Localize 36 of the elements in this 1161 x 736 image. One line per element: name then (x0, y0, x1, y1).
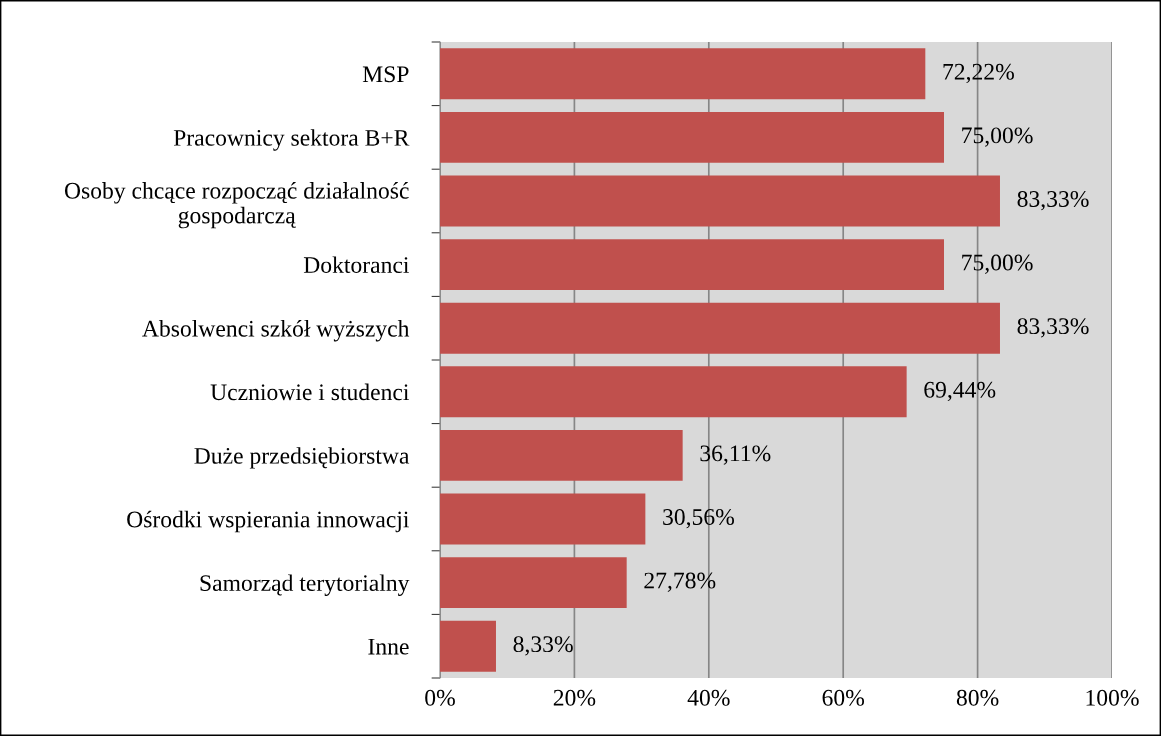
x-tick-label: 0% (425, 689, 455, 706)
y-tick-label: Doktoranci (303, 256, 409, 274)
bar (440, 175, 1000, 227)
data-label: 8,33% (513, 636, 573, 656)
data-label: 72,22% (943, 63, 1014, 84)
x-tick-label: 40% (687, 689, 730, 706)
bar (440, 557, 627, 609)
x-tick-label: 100% (1086, 689, 1139, 706)
bar (440, 493, 646, 545)
x-tick-label: 80% (956, 689, 999, 706)
y-tick-label: Samorząd terytorialny (200, 574, 410, 596)
y-tick-label: Ośrodki wspierania innowacji (127, 510, 409, 533)
y-tick-label: Pracownicy sektora B+R (173, 129, 410, 151)
x-tick-label: 60% (822, 689, 865, 706)
data-label: 27,78% (644, 572, 716, 592)
bar (440, 302, 1000, 354)
bar (440, 111, 944, 163)
y-tick-label: Duże przedsiębiorstwa (194, 447, 410, 469)
x-tick-label: 20% (553, 689, 596, 706)
data-label: 75,00% (962, 127, 1033, 147)
data-label: 69,44% (924, 381, 996, 402)
bar (440, 429, 683, 481)
bar (440, 239, 944, 291)
data-label: 75,00% (962, 254, 1033, 274)
bar (440, 48, 926, 100)
data-label: 83,33% (1017, 318, 1089, 338)
data-label: 30,56% (663, 508, 735, 529)
y-tick-label: MSP (362, 66, 409, 83)
data-label: 83,33% (1017, 190, 1089, 211)
bar (440, 366, 907, 418)
y-tick-label: Osoby chcące rozpocząć działalność gospodarczą (64, 182, 409, 229)
data-label: 36,11% (700, 445, 771, 465)
y-tick-label: Absolwenci szkół wyższych (142, 319, 410, 342)
y-tick-label: Inne (368, 638, 409, 655)
bar (440, 620, 496, 672)
y-tick-label: Uczniowie i studenci (210, 383, 409, 401)
